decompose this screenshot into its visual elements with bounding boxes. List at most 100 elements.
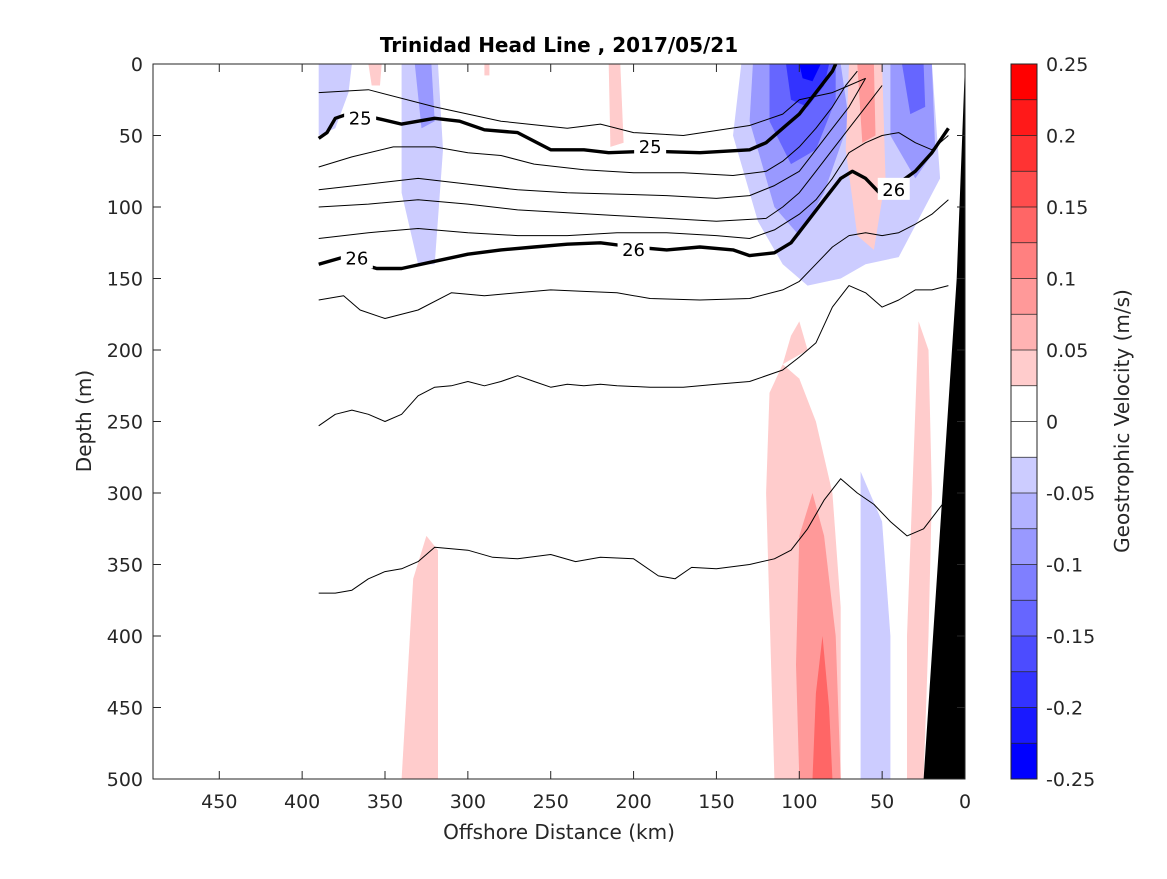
y-tick-label: 100 xyxy=(107,197,143,219)
y-axis-ticks: 0 50 100 150 200 250 300 350 400 450 500 xyxy=(107,54,965,791)
contour-label: 26 xyxy=(345,248,368,269)
colorbar-segment xyxy=(1011,171,1037,208)
x-tick-label: 50 xyxy=(870,791,894,813)
contour-labels: 25 25 26 26 26 xyxy=(340,106,910,269)
colorbar-tick-label: -0.15 xyxy=(1046,626,1095,648)
colorbar-tick-label: 0.2 xyxy=(1046,126,1076,148)
contour-label-bg xyxy=(634,134,667,157)
contour-label: 25 xyxy=(639,137,662,158)
colorbar-segment xyxy=(1011,564,1037,601)
velocity-patch-9 xyxy=(786,64,830,107)
colorbar-segment xyxy=(1011,207,1037,244)
contour-label-bg xyxy=(340,246,373,269)
bathymetry-shelf xyxy=(923,64,965,779)
velocity-patch-13 xyxy=(845,64,886,250)
y-tick-label: 450 xyxy=(107,698,143,720)
contour-label-bg xyxy=(617,237,650,260)
velocity-patch-14 xyxy=(857,64,876,143)
colorbar-segment xyxy=(1011,493,1037,530)
bold-isopycnal-6 xyxy=(318,127,950,271)
isopycnal-8 xyxy=(318,285,949,427)
contour-label-bg xyxy=(877,177,910,200)
colorbar-title: Geostrophic Velocity (m/s) xyxy=(1110,289,1134,553)
y-tick-label: 350 xyxy=(107,555,143,577)
velocity-patch-12 xyxy=(902,64,926,115)
contour-label: 25 xyxy=(349,108,372,129)
colorbar-segment xyxy=(1011,135,1037,172)
x-tick-label: 150 xyxy=(698,791,734,813)
y-tick-label: 400 xyxy=(107,626,143,648)
contour-label: 26 xyxy=(622,240,645,261)
colorbar: 0.25 0.2 0.15 0.1 0.05 0 -0.05 -0.1 -0.15 -0.2 -0.… xyxy=(1010,54,1095,791)
y-tick-label: 0 xyxy=(131,54,143,76)
isopycnal-5 xyxy=(318,132,949,239)
y-axis-title: Depth (m) xyxy=(72,370,96,472)
isopycnal-4 xyxy=(318,85,883,222)
colorbar-segment xyxy=(1011,314,1037,351)
x-tick-label: 350 xyxy=(367,791,403,813)
colorbar-tick-label: 0.15 xyxy=(1046,197,1088,219)
contour-label-bg xyxy=(344,106,377,129)
isopycnal-7 xyxy=(318,199,949,319)
colorbar-segment xyxy=(1011,457,1037,494)
y-tick-label: 200 xyxy=(107,340,143,362)
velocity-patch-21 xyxy=(907,321,932,779)
colorbar-segment xyxy=(1011,707,1037,744)
isopycnal-9 xyxy=(318,478,953,594)
colorbar-frame xyxy=(1010,63,1038,780)
x-tick-label: 450 xyxy=(201,791,237,813)
x-tick-label: 100 xyxy=(781,791,817,813)
colorbar-segment xyxy=(1011,636,1037,673)
velocity-patch-4 xyxy=(484,64,490,76)
colorbar-segment xyxy=(1011,385,1037,422)
velocity-patch-17 xyxy=(796,493,841,779)
x-tick-label: 200 xyxy=(615,791,651,813)
colorbar-segment xyxy=(1011,242,1037,279)
colorbar-tick-label: -0.1 xyxy=(1046,555,1083,577)
velocity-patch-16 xyxy=(782,321,808,365)
colorbar-segment xyxy=(1011,278,1037,315)
y-tick-label: 150 xyxy=(107,269,143,291)
y-tick-label: 250 xyxy=(107,412,143,434)
colorbar-segment xyxy=(1011,350,1037,387)
velocity-patch-2 xyxy=(414,64,435,129)
y-tick-label: 500 xyxy=(107,769,143,791)
colorbar-tick-label: -0.05 xyxy=(1046,483,1095,505)
colorbar-tick-label: 0 xyxy=(1046,412,1058,434)
colorbar-segment xyxy=(1011,671,1037,708)
x-tick-label: 0 xyxy=(959,791,971,813)
contour-label: 26 xyxy=(882,180,905,201)
y-tick-label: 300 xyxy=(107,483,143,505)
colorbar-tick-label: 0.25 xyxy=(1046,54,1088,76)
isopycnal-3 xyxy=(318,78,867,199)
x-axis-ticks: 450 400 350 300 250 200 150 100 50 0 xyxy=(201,64,971,813)
isopycnal-0 xyxy=(318,77,866,136)
colorbar-segment xyxy=(1011,421,1037,458)
velocity-patch-5 xyxy=(608,64,624,147)
velocity-patch-10 xyxy=(799,64,821,82)
x-tick-label: 400 xyxy=(284,791,320,813)
velocity-patch-20 xyxy=(401,535,438,779)
velocity-patch-18 xyxy=(812,636,833,779)
x-tick-label: 300 xyxy=(450,791,486,813)
colorbar-segment xyxy=(1011,528,1037,565)
x-tick-label: 250 xyxy=(533,791,569,813)
velocity-patch-3 xyxy=(368,64,382,86)
shelf-wedge xyxy=(923,64,965,779)
colorbar-tick-label: -0.25 xyxy=(1046,769,1095,791)
colorbar-segment xyxy=(1011,64,1037,101)
x-axis-title: Offshore Distance (km) xyxy=(443,820,675,844)
y-tick-label: 50 xyxy=(119,126,143,148)
colorbar-tick-label: 0.1 xyxy=(1046,269,1076,291)
colorbar-tick-label: 0.05 xyxy=(1046,340,1088,362)
colorbar-segment xyxy=(1011,99,1037,136)
velocity-patches xyxy=(318,64,941,779)
velocity-patch-19 xyxy=(860,471,891,779)
isopycnal-2 xyxy=(318,70,858,176)
colorbar-segment xyxy=(1011,743,1037,780)
velocity-patch-0 xyxy=(318,64,352,136)
chart-title: Trinidad Head Line , 2017/05/21 xyxy=(380,33,738,57)
colorbar-tick-label: -0.2 xyxy=(1046,698,1083,720)
